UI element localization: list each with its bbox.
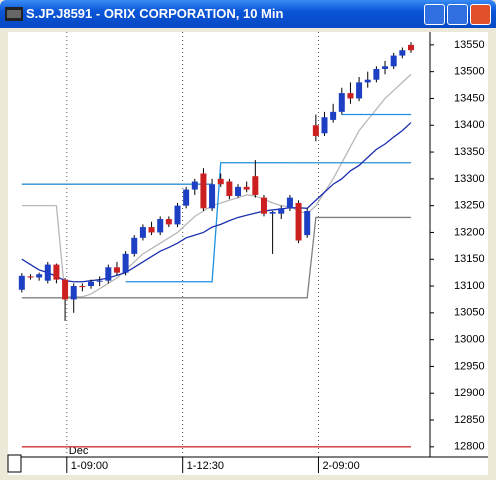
candle-body <box>157 219 164 233</box>
y-tick-label: 13500 <box>454 66 485 78</box>
candle-body <box>382 66 389 69</box>
candle-body <box>191 181 198 190</box>
x-tick-label: 1-09:00 <box>71 460 108 472</box>
y-tick-label: 13050 <box>454 307 485 319</box>
x-tick-label: 1-12:30 <box>187 460 224 472</box>
candle-body <box>79 286 86 288</box>
candle-body <box>105 267 112 281</box>
candle-body <box>399 50 406 56</box>
candle-body <box>27 276 34 278</box>
candle-body <box>217 178 224 185</box>
y-tick-label: 13150 <box>454 253 485 265</box>
candle-body <box>260 197 267 214</box>
candle-body <box>226 181 233 196</box>
candle-body <box>131 237 138 254</box>
y-tick-label: 12900 <box>454 387 485 399</box>
y-tick-label: 13400 <box>454 119 485 131</box>
candle-body <box>148 227 155 233</box>
candle-body <box>243 186 250 190</box>
candle-body <box>36 274 43 278</box>
y-tick-label: 12950 <box>454 360 485 372</box>
candle-body <box>321 117 328 134</box>
candle-body <box>70 286 77 300</box>
chart: 12800 12850 12900 12950 13000 13050 13100 13150… <box>7 32 488 475</box>
app-icon <box>5 7 23 21</box>
indicator-line <box>21 73 412 298</box>
x-tick-label: 2-09:00 <box>322 460 359 472</box>
candle-body <box>96 280 103 282</box>
candle-body <box>200 173 207 209</box>
candle-body <box>165 219 172 225</box>
y-tick-label: 12850 <box>454 414 485 426</box>
y-tick-label: 13450 <box>454 92 485 104</box>
candle-body <box>347 93 354 99</box>
y-tick-label: 12800 <box>454 441 485 453</box>
candle-body <box>235 186 242 196</box>
candle-body <box>373 68 380 80</box>
indicator-line <box>125 162 290 283</box>
minimize-button[interactable] <box>424 4 445 25</box>
y-tick-label: 13100 <box>454 280 485 292</box>
chart-background <box>8 32 488 475</box>
candle-body <box>53 264 60 280</box>
candle-body <box>252 176 259 195</box>
close-button[interactable] <box>470 4 491 25</box>
candle-body <box>312 125 319 136</box>
candle-body <box>269 212 276 214</box>
indicator-line <box>21 216 411 299</box>
candle-body <box>338 93 345 112</box>
candle-body <box>407 44 414 51</box>
candle-body <box>18 275 25 290</box>
candle-body <box>183 189 190 206</box>
y-tick-label: 13300 <box>454 173 485 185</box>
y-tick-label: 13550 <box>454 39 485 51</box>
title-bar: S.JP.J8591 - ORIX CORPORATION, 10 Min <box>0 0 496 28</box>
candle-body <box>304 211 311 236</box>
window-title: S.JP.J8591 - ORIX CORPORATION, 10 Min <box>26 6 284 21</box>
maximize-button[interactable] <box>447 4 468 25</box>
candle-body <box>278 208 285 214</box>
candle-body <box>174 205 181 225</box>
candle-body <box>44 264 51 281</box>
candle-body <box>209 184 216 209</box>
candle-body <box>330 111 337 120</box>
period-label: Dec <box>69 445 89 457</box>
y-tick-label: 13350 <box>454 146 485 158</box>
candle-body <box>295 202 302 241</box>
candle-body <box>113 267 120 273</box>
y-tick-label: 13200 <box>454 226 485 238</box>
candle-body <box>122 253 129 273</box>
y-tick-label: 13250 <box>454 200 485 212</box>
candle-body <box>88 281 95 287</box>
scroll-box[interactable] <box>7 454 22 473</box>
y-tick-label: 13000 <box>454 334 485 346</box>
candle-body <box>390 55 397 67</box>
candle-body <box>139 227 146 238</box>
candle-body <box>364 79 371 83</box>
indicator-line <box>21 122 412 283</box>
candle-body <box>62 279 69 300</box>
candle-body <box>356 82 363 99</box>
candle-body <box>286 197 293 209</box>
